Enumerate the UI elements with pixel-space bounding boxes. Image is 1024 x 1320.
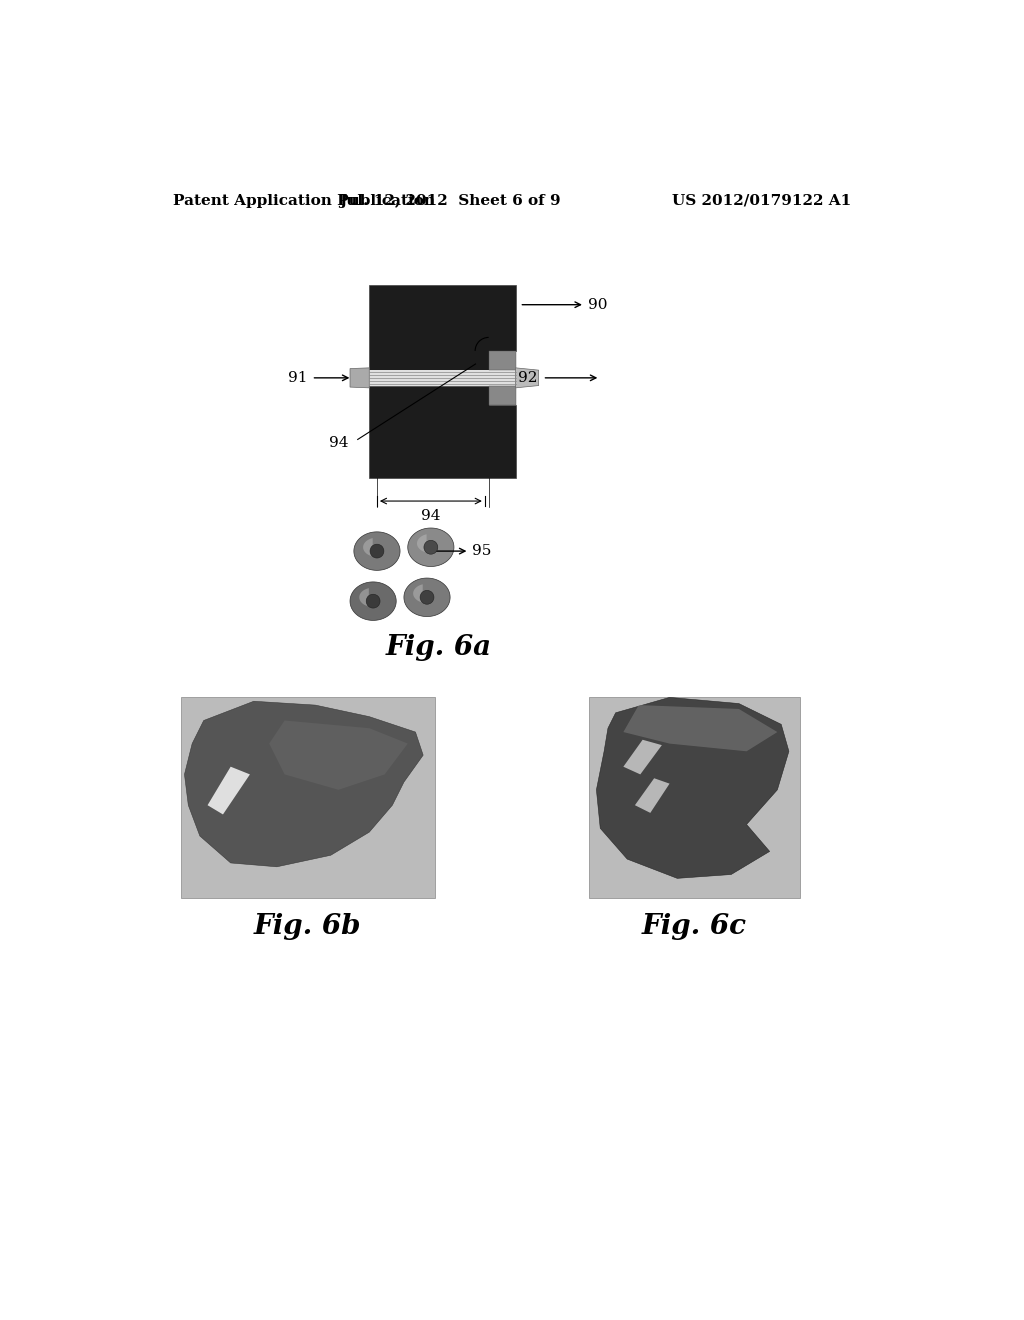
Polygon shape (488, 385, 515, 405)
Polygon shape (635, 779, 670, 813)
Circle shape (420, 590, 434, 605)
Polygon shape (596, 697, 788, 878)
Text: 91: 91 (288, 371, 307, 385)
Polygon shape (350, 582, 396, 620)
Polygon shape (624, 739, 662, 775)
Circle shape (424, 540, 438, 554)
Text: 95: 95 (472, 544, 492, 558)
Polygon shape (408, 528, 454, 566)
Text: Jul. 12, 2012  Sheet 6 of 9: Jul. 12, 2012 Sheet 6 of 9 (339, 194, 561, 207)
Polygon shape (359, 589, 369, 606)
Polygon shape (354, 532, 400, 570)
Text: 90: 90 (588, 298, 607, 312)
Polygon shape (488, 351, 515, 370)
Circle shape (370, 544, 384, 558)
Text: Fig. 6c: Fig. 6c (642, 913, 746, 940)
Bar (589, 697, 801, 898)
Text: 92: 92 (517, 371, 538, 385)
Bar (180, 697, 435, 898)
Polygon shape (413, 585, 423, 603)
Circle shape (367, 594, 380, 609)
Polygon shape (269, 721, 408, 789)
Polygon shape (624, 705, 777, 751)
Polygon shape (364, 539, 373, 557)
Polygon shape (370, 285, 515, 370)
Text: Fig. 6a: Fig. 6a (385, 634, 492, 661)
Text: 94: 94 (329, 437, 348, 450)
Text: Patent Application Publication: Patent Application Publication (173, 194, 435, 207)
Polygon shape (370, 385, 515, 478)
Polygon shape (350, 368, 370, 388)
Polygon shape (417, 535, 427, 553)
Polygon shape (208, 767, 250, 814)
Polygon shape (370, 370, 515, 385)
Polygon shape (515, 368, 539, 388)
Polygon shape (184, 701, 423, 867)
Polygon shape (403, 578, 451, 616)
Text: Fig. 6b: Fig. 6b (254, 913, 361, 940)
Text: 94: 94 (421, 510, 440, 524)
Text: US 2012/0179122 A1: US 2012/0179122 A1 (673, 194, 852, 207)
